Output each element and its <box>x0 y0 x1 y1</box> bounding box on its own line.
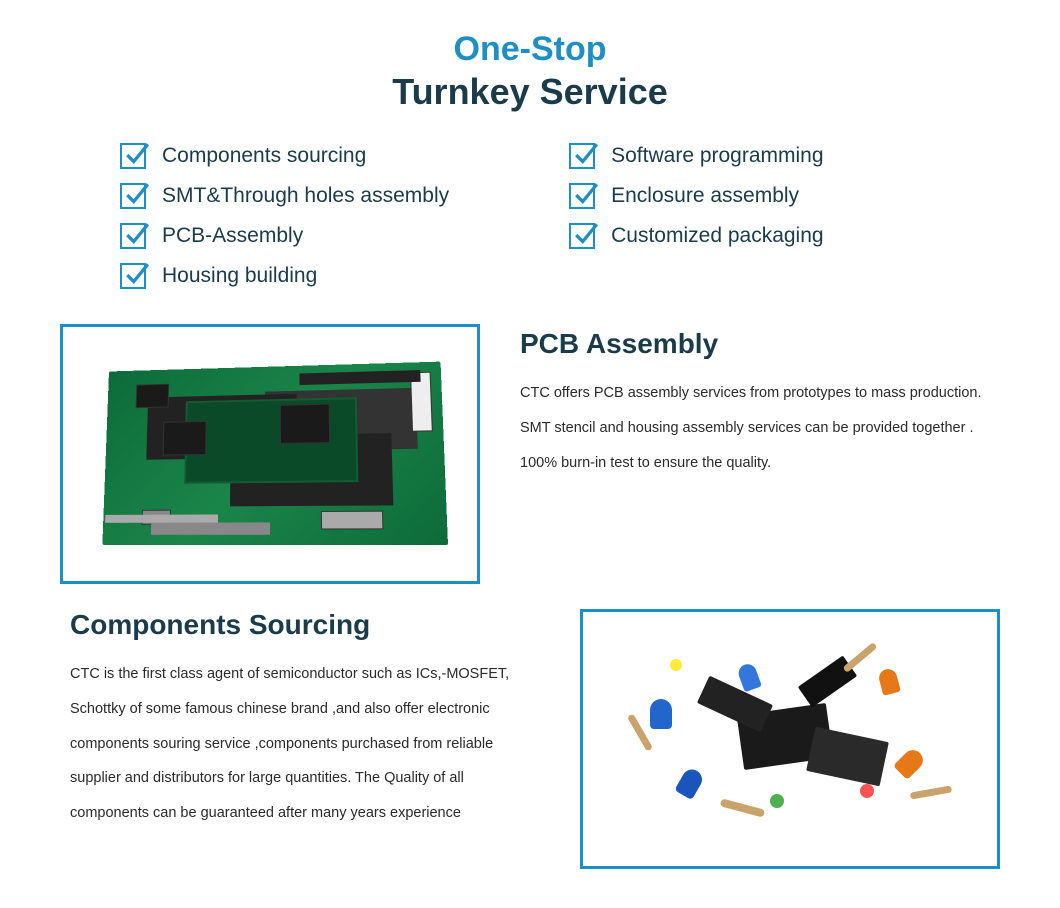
checkmark-icon <box>120 223 146 249</box>
section-components-sourcing: Components Sourcing CTC is the first cla… <box>60 609 1000 869</box>
components-pile-illustration <box>610 639 970 839</box>
page-header: One-Stop Turnkey Service <box>60 30 1000 113</box>
checkmark-icon <box>569 143 595 169</box>
feature-item: PCB-Assembly <box>120 223 449 249</box>
feature-label: Enclosure assembly <box>611 184 799 208</box>
section-title: Components Sourcing <box>70 609 540 641</box>
section-body: CTC offers PCB assembly services from pr… <box>520 376 1000 480</box>
feature-label: Software programming <box>611 144 823 168</box>
feature-label: Components sourcing <box>162 144 366 168</box>
feature-col-left: Components sourcing SMT&Through holes as… <box>120 143 449 289</box>
title-top: One-Stop <box>60 30 1000 69</box>
section-pcb-assembly: PCB Assembly CTC offers PCB assembly ser… <box>60 324 1000 584</box>
feature-item: Customized packaging <box>569 223 823 249</box>
feature-label: Customized packaging <box>611 224 823 248</box>
section-title: PCB Assembly <box>520 328 1000 360</box>
checkmark-icon <box>120 183 146 209</box>
checkmark-icon <box>569 223 595 249</box>
title-bottom: Turnkey Service <box>60 71 1000 113</box>
feature-item: Components sourcing <box>120 143 449 169</box>
pcb-image-box <box>60 324 480 584</box>
feature-label: SMT&Through holes assembly <box>162 184 449 208</box>
section-body: CTC is the first class agent of semicond… <box>70 657 540 831</box>
feature-list: Components sourcing SMT&Through holes as… <box>60 143 1000 289</box>
feature-item: Enclosure assembly <box>569 183 823 209</box>
feature-item: Software programming <box>569 143 823 169</box>
components-image-box <box>580 609 1000 869</box>
checkmark-icon <box>569 183 595 209</box>
checkmark-icon <box>120 143 146 169</box>
feature-col-right: Software programming Enclosure assembly … <box>569 143 823 289</box>
pcb-board-illustration <box>102 362 448 546</box>
page-container: One-Stop Turnkey Service Components sour… <box>0 0 1060 869</box>
checkmark-icon <box>120 263 146 289</box>
feature-item: SMT&Through holes assembly <box>120 183 449 209</box>
feature-item: Housing building <box>120 263 449 289</box>
feature-label: Housing building <box>162 264 317 288</box>
components-text-col: Components Sourcing CTC is the first cla… <box>60 609 540 831</box>
pcb-text-col: PCB Assembly CTC offers PCB assembly ser… <box>520 324 1000 480</box>
feature-label: PCB-Assembly <box>162 224 303 248</box>
